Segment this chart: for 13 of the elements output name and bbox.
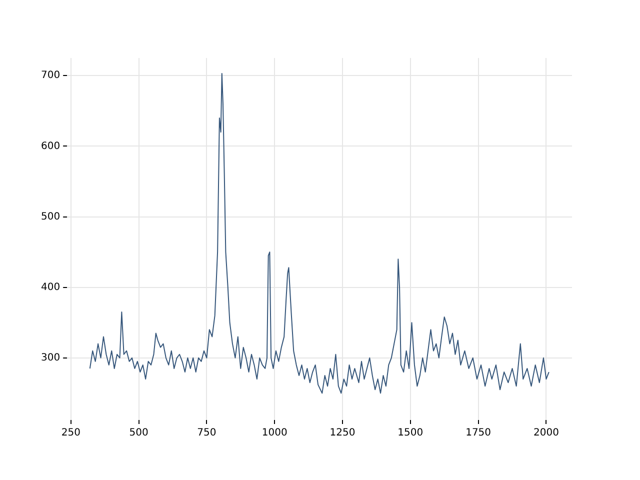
x-tick-label: 1250 <box>330 428 356 439</box>
x-tick-label: 500 <box>129 428 148 439</box>
y-tick-label: 400 <box>40 282 60 293</box>
y-tick-label: 500 <box>40 211 60 222</box>
y-tick-label: 600 <box>40 140 60 152</box>
x-tick-label: 250 <box>61 428 80 439</box>
x-tick-label: 2000 <box>533 428 559 439</box>
y-tick-label: 300 <box>40 352 60 364</box>
x-tick-label: 1750 <box>466 428 492 439</box>
x-tick-label: 1000 <box>262 428 288 439</box>
y-tick-label: 700 <box>40 70 60 82</box>
x-tick-label: 1500 <box>398 428 424 439</box>
x-tick-label: 750 <box>197 428 216 439</box>
